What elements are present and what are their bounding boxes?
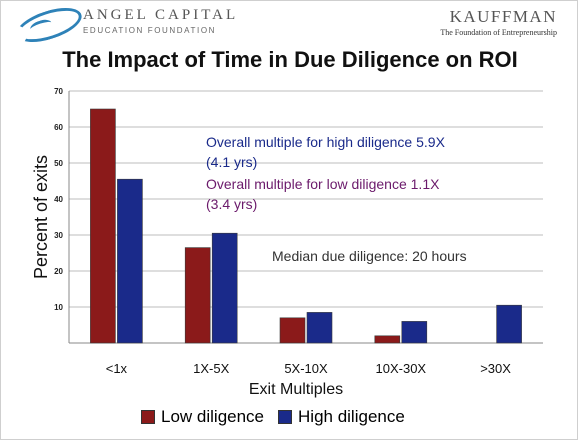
- annotation-low-line2: (3.4 yrs): [206, 196, 257, 212]
- y-tick-label: 10: [54, 303, 63, 312]
- y-tick-label: 70: [54, 87, 63, 96]
- legend-swatch-high: [278, 410, 293, 424]
- kauffman-subtitle: The Foundation of Entrepreneurship: [440, 28, 557, 37]
- chart-legend: Low diligence High diligence: [141, 407, 419, 427]
- legend-item-high: High diligence: [278, 407, 405, 427]
- kauffman-logo: KAUFFMAN The Foundation of Entrepreneurs…: [440, 7, 557, 37]
- annotation-high-line1: Overall multiple for high diligence 5.9X: [206, 134, 446, 150]
- x-tick-label: <1x: [106, 361, 128, 376]
- bar-low-diligence: [90, 108, 116, 344]
- bar-high-diligence: [117, 178, 143, 344]
- kauffman-name: KAUFFMAN: [449, 7, 557, 26]
- y-tick-label: 60: [54, 123, 63, 132]
- annotation-high-line2: (4.1 yrs): [206, 154, 257, 170]
- y-tick-label: 40: [54, 195, 63, 204]
- bar-high-diligence: [211, 232, 238, 344]
- x-tick-label: 5X-10X: [284, 361, 328, 376]
- annotation-low-line1: Overall multiple for low diligence 1.1X: [206, 176, 440, 192]
- bar-high-diligence: [306, 312, 333, 344]
- x-tick-label: 10X-30X: [376, 361, 427, 376]
- y-axis-label: Percent of exits: [31, 155, 51, 279]
- y-tick-label: 50: [54, 159, 63, 168]
- angel-capital-logo: ANGEL CAPITAL EDUCATION FOUNDATION: [11, 1, 251, 49]
- y-tick-label: 20: [54, 267, 63, 276]
- bar-low-diligence: [184, 247, 211, 344]
- legend-label-low: Low diligence: [161, 407, 265, 426]
- chart-title: The Impact of Time in Due Diligence on R…: [62, 47, 518, 72]
- legend-label-high: High diligence: [298, 407, 405, 426]
- x-tick-label: >30X: [480, 361, 511, 376]
- legend-item-low: Low diligence: [141, 407, 264, 427]
- bar-low-diligence: [374, 335, 401, 344]
- bar-high-diligence: [496, 304, 522, 344]
- annotation-median: Median due diligence: 20 hours: [272, 248, 467, 264]
- bar-high-diligence: [401, 321, 428, 344]
- logo-subtitle: EDUCATION FOUNDATION: [83, 26, 217, 35]
- bar-low-diligence: [279, 317, 306, 344]
- x-tick-label: 1X-5X: [193, 361, 229, 376]
- x-axis-label: Exit Multiples: [249, 381, 343, 398]
- legend-swatch-low: [141, 410, 155, 424]
- y-tick-label: 30: [54, 231, 63, 240]
- logo-name: ANGEL CAPITAL: [83, 7, 239, 23]
